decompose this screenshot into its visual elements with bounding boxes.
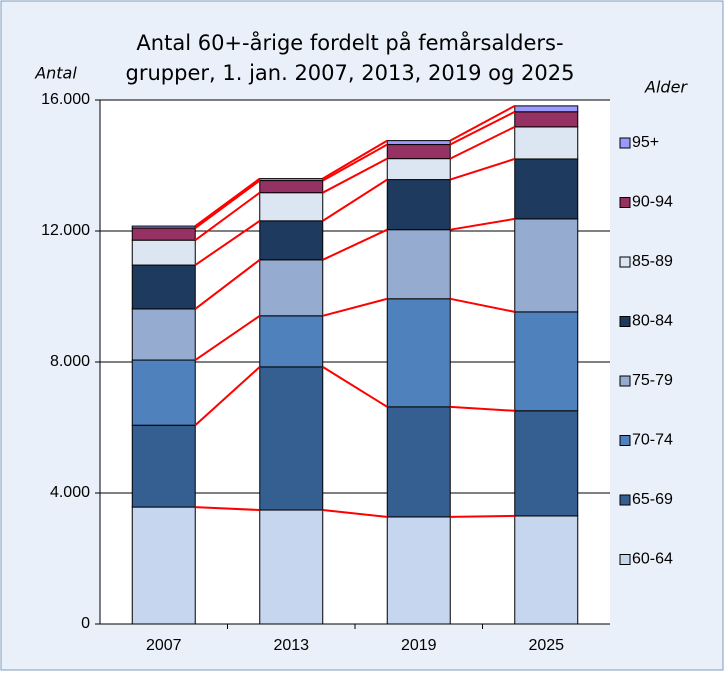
bar-segment — [131, 225, 196, 229]
connector-line — [194, 259, 261, 310]
x-tick-label: 2025 — [528, 637, 564, 654]
chart-title: Antal 60+-årige fordelt på femårsalders- — [136, 30, 563, 55]
bar-segment — [386, 229, 451, 300]
y-tick-label: 8.000 — [50, 353, 90, 370]
legend-swatch — [619, 375, 631, 387]
legend-label: 95+ — [632, 134, 659, 151]
connector-line — [322, 157, 388, 194]
y-tick-label: 16.000 — [41, 91, 90, 108]
bar-segment — [386, 298, 451, 408]
bar-segment — [259, 178, 324, 182]
bar-segment — [514, 311, 579, 412]
legend-label: 70-74 — [632, 432, 673, 449]
connector-line — [195, 506, 260, 512]
bar-segment — [386, 516, 451, 625]
bar-segment — [514, 410, 579, 517]
legend-label: 75-79 — [632, 372, 673, 389]
connector-line — [449, 125, 516, 160]
bar-segment — [259, 192, 324, 222]
bar-segment — [131, 424, 196, 508]
connector-line — [322, 228, 388, 261]
connector-line — [322, 178, 388, 222]
bar-segment — [386, 179, 451, 231]
legend-swatch — [619, 435, 631, 446]
bar-segment — [386, 406, 451, 518]
legend-title: Alder — [644, 78, 688, 97]
bar-segment — [514, 111, 579, 128]
bar-segment — [386, 140, 451, 146]
connector-line — [322, 143, 388, 182]
bar-segment — [131, 359, 196, 426]
connector-line — [194, 220, 261, 266]
legend-swatch — [619, 256, 631, 268]
legend-swatch — [619, 494, 631, 506]
connector-line — [194, 366, 261, 426]
connector-line — [194, 314, 261, 361]
bar-segment — [259, 366, 324, 511]
bar-segment — [514, 158, 579, 220]
bar-segment — [131, 506, 196, 625]
bar-segment — [514, 126, 579, 160]
connector-line — [322, 509, 388, 518]
bar-segment — [514, 515, 579, 625]
legend-label: 85-89 — [632, 253, 673, 270]
connector-line — [450, 514, 515, 518]
x-tick-label: 2007 — [146, 637, 182, 654]
connector-line — [450, 217, 515, 231]
bar-segment — [386, 144, 451, 160]
legend-swatch — [619, 316, 631, 327]
bar-segment — [131, 308, 196, 361]
bar-segment — [259, 259, 324, 317]
legend-swatch — [619, 554, 631, 565]
bar-segment — [259, 220, 324, 261]
chart-title: grupper, 1. jan. 2007, 2013, 2019 og 202… — [126, 61, 575, 85]
y-tick-label: 0 — [81, 615, 90, 632]
y-axis-label: Antal — [34, 64, 77, 83]
legend-swatch — [619, 137, 631, 149]
connector-line — [194, 191, 261, 241]
legend-label: 65-69 — [632, 491, 673, 508]
legend-label: 90-94 — [632, 194, 673, 211]
connector-line — [322, 139, 388, 180]
connector-line — [322, 366, 388, 408]
bar-segment — [259, 509, 324, 625]
legend-label: 60-64 — [632, 551, 673, 568]
connector-line — [194, 177, 261, 227]
connector-line — [449, 105, 516, 142]
connector-line — [322, 297, 388, 317]
x-tick-label: 2019 — [401, 637, 437, 654]
bar-segment — [514, 218, 579, 313]
bar-segment — [131, 227, 196, 241]
connector-line — [449, 157, 516, 181]
bar-segment — [259, 180, 324, 194]
legend-label: 80-84 — [632, 313, 673, 330]
bar-segment — [131, 239, 196, 266]
bar-segment — [514, 105, 579, 113]
bar-segment — [259, 315, 324, 368]
x-tick-label: 2013 — [273, 637, 309, 654]
legend-swatch — [619, 197, 631, 208]
connector-line — [194, 179, 261, 229]
y-tick-label: 4.000 — [50, 484, 90, 501]
connector-line — [450, 405, 515, 412]
connector-line — [450, 297, 515, 313]
bar-segment — [131, 264, 196, 310]
connector-line — [449, 110, 516, 146]
y-tick-label: 12.000 — [41, 222, 90, 239]
bar-segment — [386, 158, 451, 181]
